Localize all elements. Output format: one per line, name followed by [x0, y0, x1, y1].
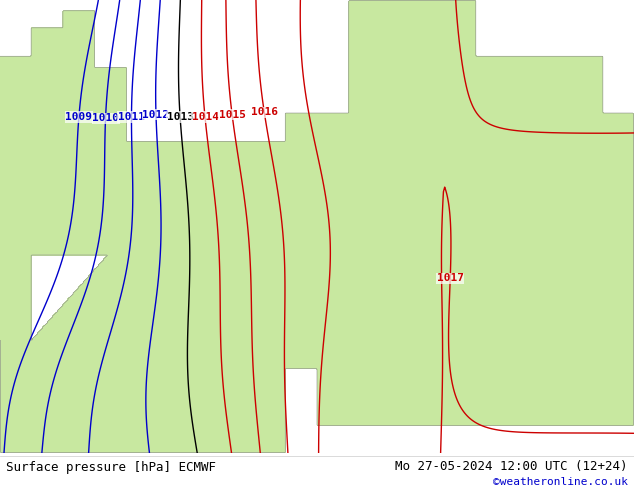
- Point: [0, 449, 5, 457]
- Point: [0, 449, 5, 457]
- Text: 1010: 1010: [92, 113, 119, 123]
- Point: [0, 449, 5, 457]
- Point: [0, 449, 5, 457]
- Text: 1016: 1016: [251, 107, 278, 118]
- Text: 1017: 1017: [437, 273, 463, 283]
- Text: 1012: 1012: [143, 110, 169, 120]
- Text: 1009: 1009: [65, 112, 93, 122]
- Text: Mo 27-05-2024 12:00 UTC (12+24): Mo 27-05-2024 12:00 UTC (12+24): [395, 460, 628, 473]
- Point: [0, 449, 5, 457]
- Point: [0, 449, 5, 457]
- Point: [0, 449, 5, 457]
- Text: 1011: 1011: [118, 112, 145, 122]
- Text: 1015: 1015: [219, 110, 245, 120]
- Point: [0, 449, 5, 457]
- Point: [0, 449, 5, 457]
- Point: [0, 449, 5, 457]
- Text: 1013: 1013: [167, 112, 193, 122]
- Text: ©weatheronline.co.uk: ©weatheronline.co.uk: [493, 477, 628, 487]
- Point: [0, 449, 5, 457]
- Text: Surface pressure [hPa] ECMWF: Surface pressure [hPa] ECMWF: [6, 461, 216, 474]
- Point: [0, 449, 5, 457]
- Text: 1014: 1014: [191, 112, 219, 122]
